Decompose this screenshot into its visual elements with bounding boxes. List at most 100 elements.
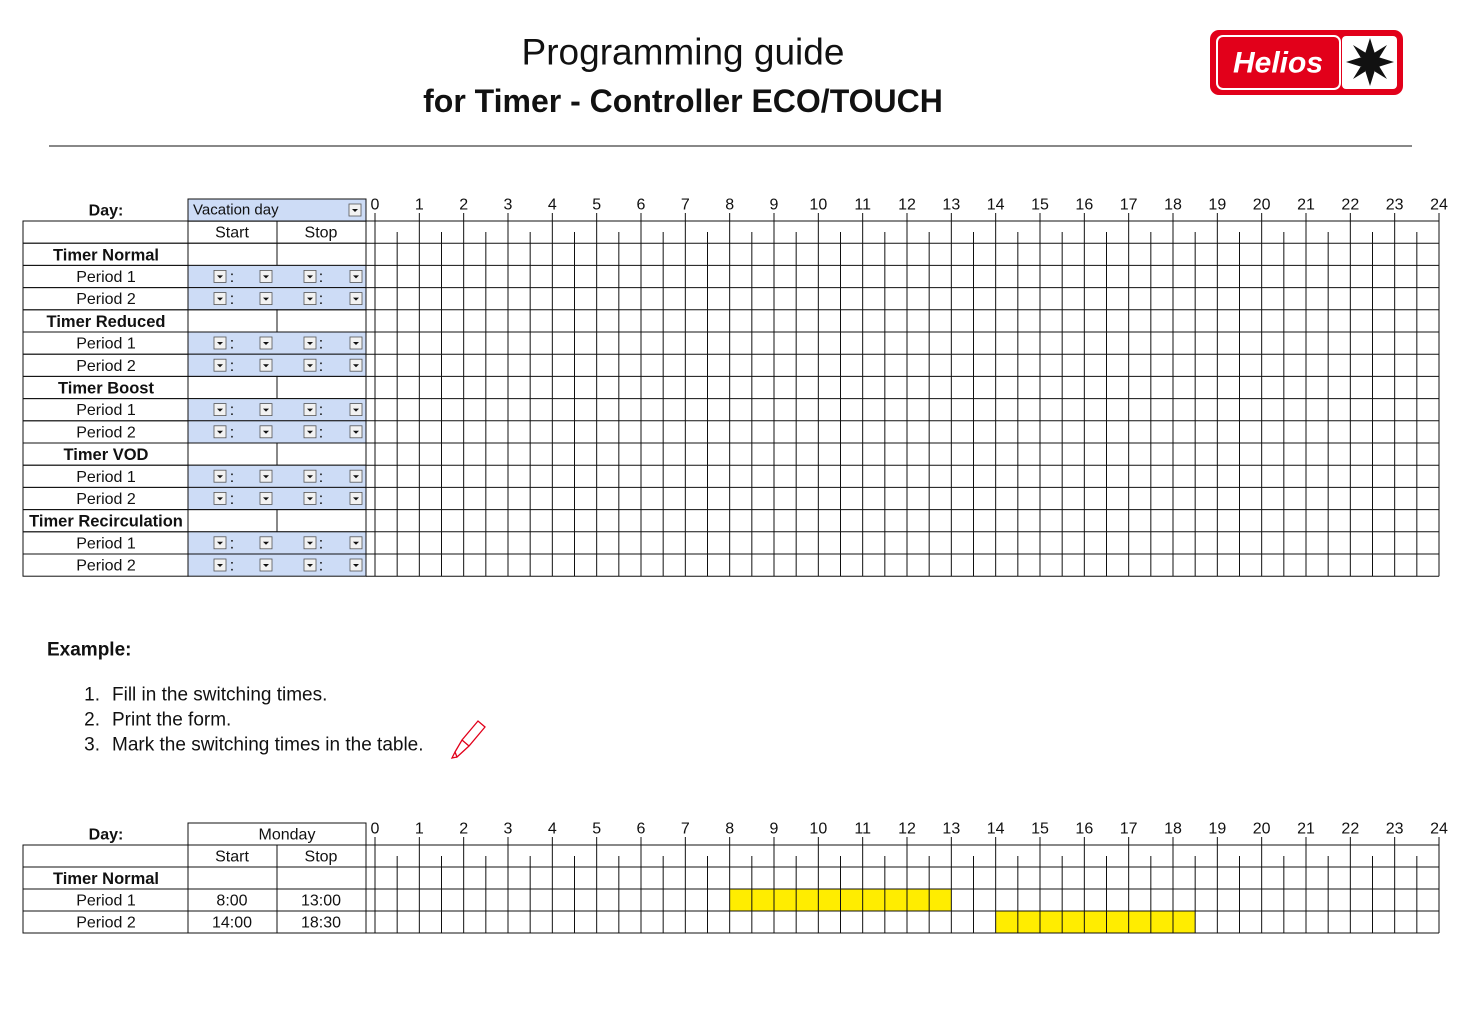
time-separator: : <box>319 269 323 286</box>
dropdown-arrow <box>307 297 313 301</box>
hour-label: 12 <box>898 197 916 214</box>
hour-label: 11 <box>854 197 871 214</box>
step-number: 3. <box>84 735 100 756</box>
column-header: Stop <box>305 225 338 242</box>
stop-cell <box>276 375 367 400</box>
dropdown-arrow <box>263 364 269 368</box>
stop-time: 18:30 <box>301 915 341 932</box>
hour-label: 14 <box>987 197 1005 214</box>
hour-label: 15 <box>1031 197 1049 214</box>
marker-icon <box>450 720 486 759</box>
dropdown-arrow <box>217 497 223 501</box>
dropdown-arrow <box>353 342 359 345</box>
dropdown-arrow <box>353 275 359 279</box>
marked-time <box>995 911 1196 933</box>
day-value: Monday <box>259 827 316 844</box>
start-cell <box>187 866 278 890</box>
hour-label: 4 <box>548 821 557 838</box>
hour-label: 2 <box>459 821 468 838</box>
dropdown-arrow <box>263 342 269 345</box>
period-name: Period 2 <box>76 358 136 375</box>
hour-label: 5 <box>592 821 601 838</box>
dropdown-arrow <box>352 209 358 212</box>
step-text: Print the form. <box>112 710 231 731</box>
hour-label: 20 <box>1253 821 1271 838</box>
start-cell <box>187 375 278 400</box>
label-cell <box>22 844 189 868</box>
hour-label: 16 <box>1075 197 1093 214</box>
dropdown-arrow <box>307 475 313 479</box>
dropdown-arrow <box>353 364 359 368</box>
dropdown-arrow <box>217 342 223 345</box>
column-header: Start <box>215 225 249 242</box>
time-separator: : <box>319 469 323 486</box>
dropdown-arrow <box>263 497 269 501</box>
dropdown-arrow <box>263 408 269 412</box>
hour-label: 17 <box>1120 821 1138 838</box>
hour-label: 7 <box>681 821 690 838</box>
hour-label: 23 <box>1386 821 1404 838</box>
hour-label: 22 <box>1341 197 1359 214</box>
step-number: 2. <box>84 710 100 731</box>
dropdown-arrow <box>353 497 359 501</box>
dropdown-arrow <box>353 564 359 567</box>
dropdown-arrow <box>353 297 359 301</box>
stop-cell <box>276 509 367 533</box>
hour-label: 21 <box>1297 821 1315 838</box>
time-separator: : <box>319 358 323 375</box>
time-separator: : <box>319 402 323 419</box>
time-separator: : <box>230 491 234 508</box>
period-name: Period 2 <box>76 291 136 308</box>
dropdown-arrow <box>217 541 223 545</box>
hour-label: 18 <box>1164 821 1182 838</box>
dropdown-arrow <box>307 342 313 345</box>
hour-label: 10 <box>809 821 827 838</box>
period-name: Period 2 <box>76 491 136 508</box>
time-separator: : <box>319 535 323 552</box>
dropdown-arrow <box>353 430 359 434</box>
hour-label: 9 <box>770 821 779 838</box>
group-name: Timer Reduced <box>47 313 166 331</box>
dropdown-arrow <box>217 297 223 301</box>
dropdown-arrow <box>263 541 269 545</box>
start-time: 14:00 <box>212 915 252 932</box>
dropdown-arrow <box>217 564 223 567</box>
hour-label: 18 <box>1164 197 1182 214</box>
time-separator: : <box>319 491 323 508</box>
stop-time: 13:00 <box>301 893 341 910</box>
hour-label: 3 <box>504 197 513 214</box>
period-name: Period 2 <box>76 558 136 575</box>
time-separator: : <box>230 424 234 441</box>
stop-cell <box>276 242 367 266</box>
hour-label: 1 <box>415 821 424 838</box>
dropdown-arrow <box>217 475 223 479</box>
hour-label: 16 <box>1075 821 1093 838</box>
hour-label: 11 <box>854 821 871 838</box>
time-separator: : <box>230 535 234 552</box>
hour-label: 8 <box>725 197 734 214</box>
hour-label: 22 <box>1341 821 1359 838</box>
dropdown-arrow <box>307 364 313 368</box>
group-name: Timer Normal <box>53 246 159 264</box>
stop-cell <box>276 442 367 466</box>
start-cell <box>187 242 278 266</box>
label-cell <box>22 220 189 244</box>
hour-label: 19 <box>1208 821 1226 838</box>
column-header: Stop <box>305 849 338 866</box>
start-time: 8:00 <box>216 893 247 910</box>
time-separator: : <box>230 469 234 486</box>
dropdown-arrow <box>217 430 223 434</box>
period-name: Period 1 <box>76 269 136 286</box>
step-text: Fill in the switching times. <box>112 685 327 706</box>
time-separator: : <box>230 558 234 575</box>
stop-cell <box>276 866 367 890</box>
dropdown-arrow <box>353 475 359 479</box>
hour-label: 14 <box>987 821 1005 838</box>
dropdown-arrow <box>307 275 313 279</box>
hour-label: 6 <box>637 197 646 214</box>
day-label: Day: <box>89 827 124 844</box>
hour-label: 13 <box>942 821 960 838</box>
stop-cell <box>276 910 367 934</box>
hour-label: 21 <box>1297 197 1315 214</box>
period-name: Period 2 <box>76 915 136 932</box>
